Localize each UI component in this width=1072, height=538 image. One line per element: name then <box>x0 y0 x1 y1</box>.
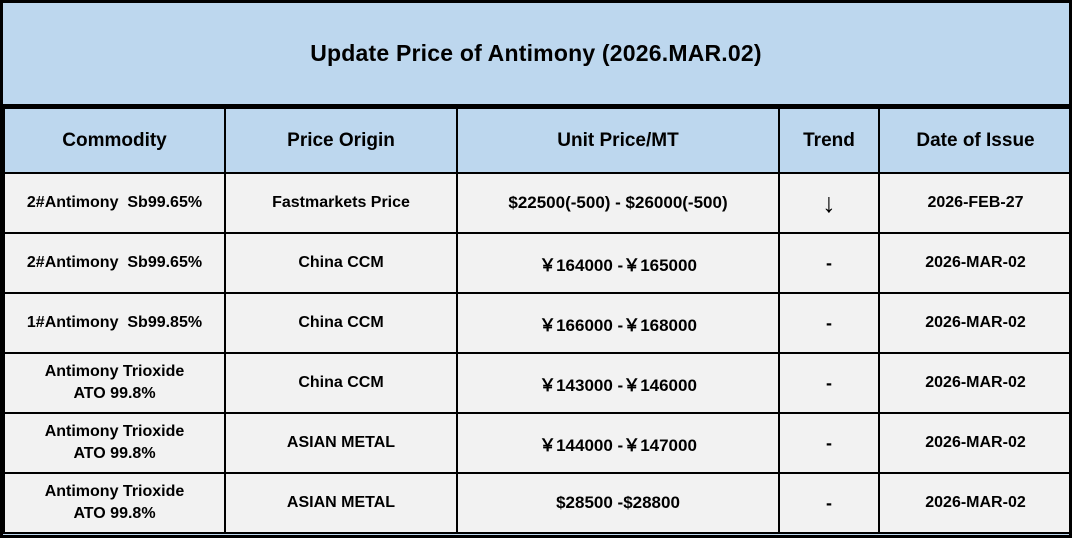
commodity-cell: Antimony Trioxide ATO 99.8% <box>3 412 226 474</box>
commodity-cell: Antimony Trioxide ATO 99.8% <box>3 352 226 414</box>
trend-unchanged-dash: - <box>778 472 880 534</box>
date-of-issue-cell: 2026-MAR-02 <box>878 472 1069 534</box>
price-origin-cell: ASIAN METAL <box>224 472 458 534</box>
date-of-issue-cell: 2026-FEB-27 <box>878 172 1069 234</box>
commodity-cell: Antimony Trioxide ATO 99.8% <box>3 472 226 534</box>
price-origin-cell: ASIAN METAL <box>224 412 458 474</box>
price-origin-cell: China CCM <box>224 352 458 414</box>
date-of-issue-cell: 2026-MAR-02 <box>878 412 1069 474</box>
col-header-commodity: Commodity <box>3 107 226 174</box>
table-row: 1#Antimony Sb99.85% China CCM ￥166000 -￥… <box>3 292 1069 354</box>
trend-unchanged-dash: - <box>778 352 880 414</box>
table-row: Antimony Trioxide ATO 99.8% ASIAN METAL … <box>3 412 1069 474</box>
page-title: Update Price of Antimony (2026.MAR.02) <box>3 3 1069 107</box>
col-header-trend: Trend <box>778 107 880 174</box>
table-row: Antimony Trioxide ATO 99.8% China CCM ￥1… <box>3 352 1069 414</box>
trend-unchanged-dash: - <box>778 292 880 354</box>
unit-price-cell: $28500 -$28800 <box>456 472 780 534</box>
trend-down-icon: ↓ <box>778 172 880 234</box>
date-of-issue-cell: 2026-MAR-02 <box>878 292 1069 354</box>
commodity-cell: 2#Antimony Sb99.65% <box>3 172 226 234</box>
col-header-price-origin: Price Origin <box>224 107 458 174</box>
date-of-issue-cell: 2026-MAR-02 <box>878 232 1069 294</box>
price-origin-cell: Fastmarkets Price <box>224 172 458 234</box>
unit-price-cell: ￥143000 -￥146000 <box>456 352 780 414</box>
col-header-date-of-issue: Date of Issue <box>878 107 1069 174</box>
unit-price-cell: ￥144000 -￥147000 <box>456 412 780 474</box>
unit-price-cell: ￥164000 -￥165000 <box>456 232 780 294</box>
table-row: Antimony Trioxide ATO 99.8% ASIAN METAL … <box>3 472 1069 534</box>
table-row: 2#Antimony Sb99.65% Fastmarkets Price $2… <box>3 172 1069 234</box>
unit-price-cell: ￥166000 -￥168000 <box>456 292 780 354</box>
header-row: Commodity Price Origin Unit Price/MT Tre… <box>3 107 1069 174</box>
commodity-cell: 1#Antimony Sb99.85% <box>3 292 226 354</box>
trend-unchanged-dash: - <box>778 412 880 474</box>
price-origin-cell: China CCM <box>224 292 458 354</box>
table-row: 2#Antimony Sb99.65% China CCM ￥164000 -￥… <box>3 232 1069 294</box>
commodity-cell: 2#Antimony Sb99.65% <box>3 232 226 294</box>
price-origin-cell: China CCM <box>224 232 458 294</box>
col-header-unit-price: Unit Price/MT <box>456 107 780 174</box>
price-table: Commodity Price Origin Unit Price/MT Tre… <box>3 107 1069 534</box>
unit-price-cell: $22500(-500) - $26000(-500) <box>456 172 780 234</box>
trend-unchanged-dash: - <box>778 232 880 294</box>
date-of-issue-cell: 2026-MAR-02 <box>878 352 1069 414</box>
